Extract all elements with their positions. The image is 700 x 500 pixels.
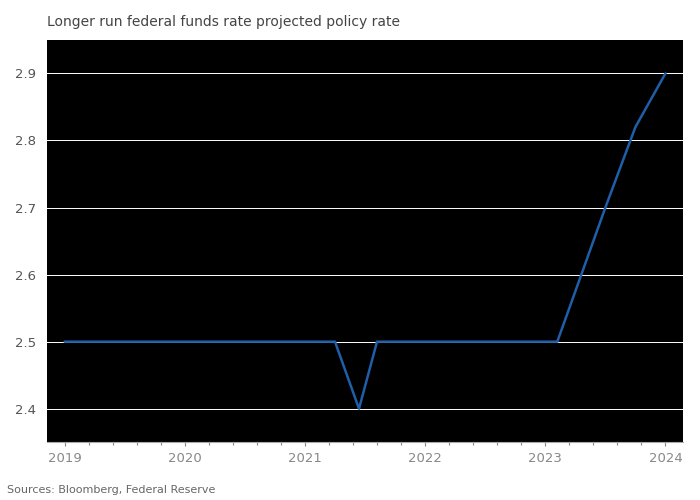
Text: Longer run federal funds rate projected policy rate: Longer run federal funds rate projected … [46,15,400,29]
Text: Sources: Bloomberg, Federal Reserve: Sources: Bloomberg, Federal Reserve [7,485,216,495]
